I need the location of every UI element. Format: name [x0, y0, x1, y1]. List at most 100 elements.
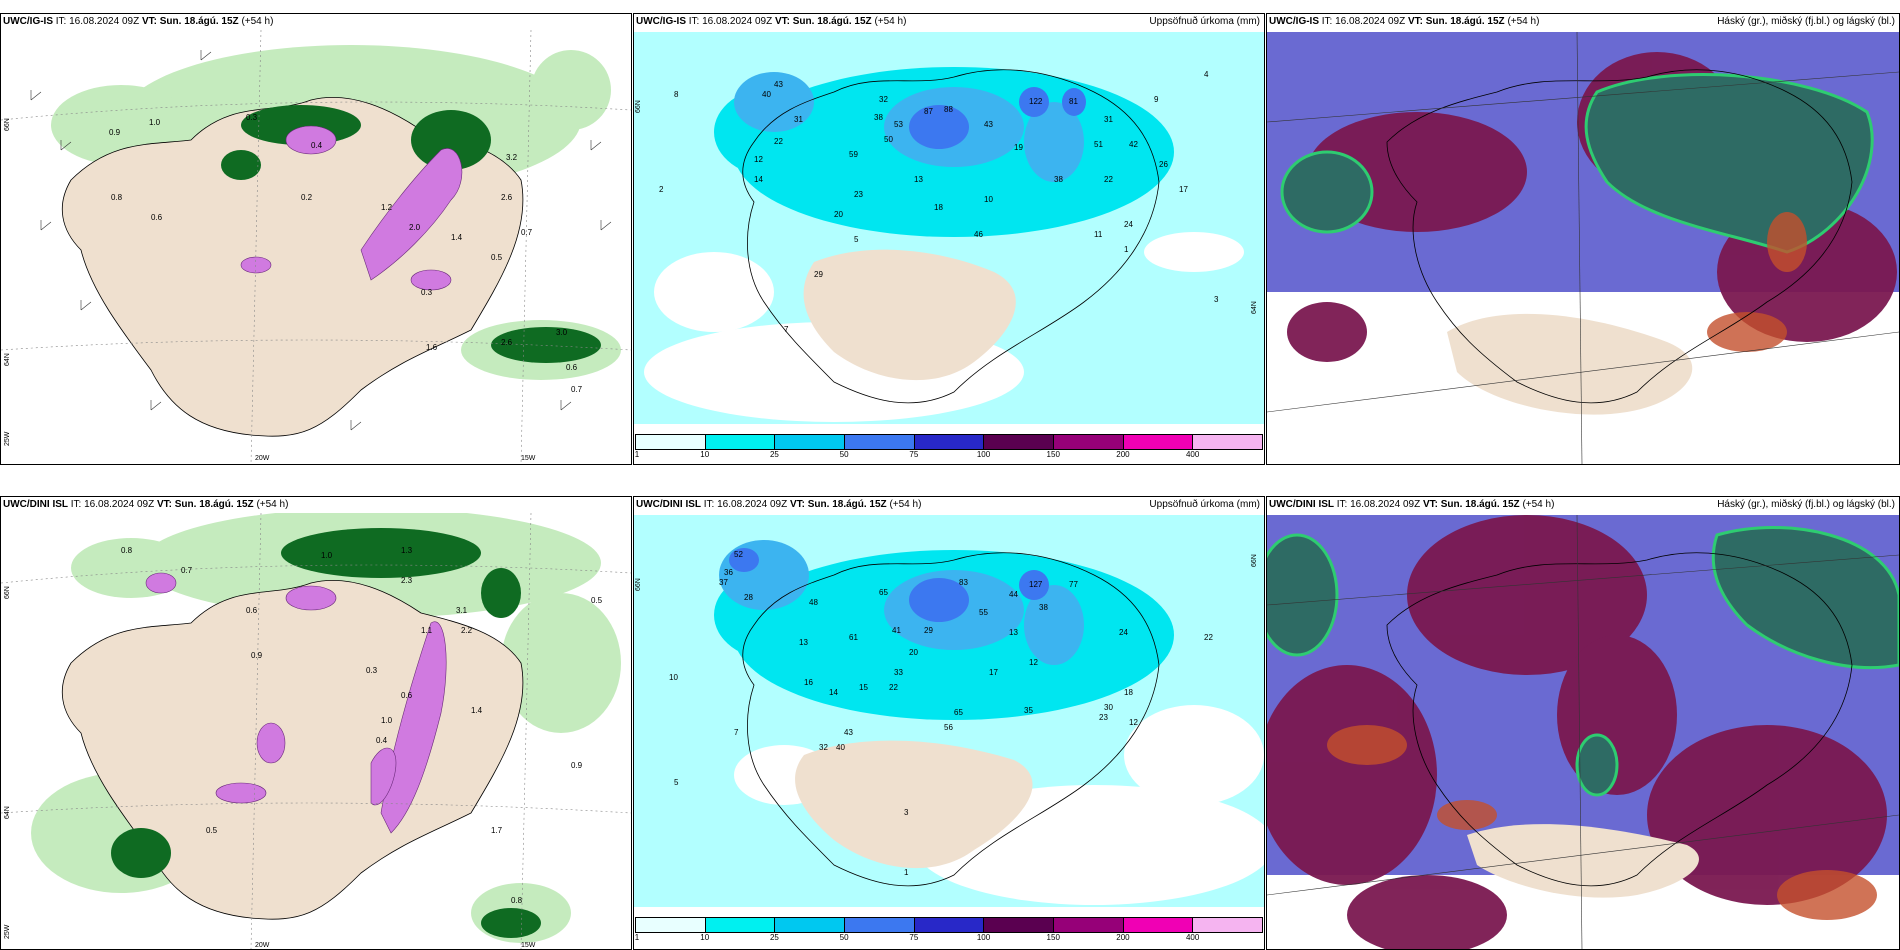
colorbar-swatch — [1054, 435, 1124, 449]
precip-label: 53 — [894, 120, 903, 129]
lat-label: 66N — [4, 118, 11, 131]
colorbar-swatch — [705, 918, 776, 932]
rain-label: 2.2 — [461, 626, 473, 635]
rain-label: 0.4 — [376, 736, 388, 745]
colorbar-swatch — [636, 918, 706, 932]
precip-label: 51 — [1094, 140, 1103, 149]
colorbar-swatch — [914, 435, 985, 449]
precip-label: 81 — [1069, 97, 1078, 106]
lat-label: 64N — [1251, 301, 1258, 314]
colorbar-swatch — [775, 918, 846, 932]
colorbar-tick: 25 — [769, 450, 779, 459]
colorbar-tick: 400 — [1185, 450, 1200, 459]
panel-rain-top: UWC/IG-IS IT: 16.08.2024 09Z VT: Sun. 18… — [0, 13, 632, 465]
precip-label: 23 — [854, 190, 863, 199]
precip-label: 38 — [1054, 175, 1063, 184]
precip-label: 19 — [1014, 143, 1023, 152]
precip-label: 37 — [719, 578, 728, 587]
cloud-map — [1267, 32, 1899, 464]
precip-label: 52 — [734, 550, 743, 559]
precip-label: 5 — [854, 235, 859, 244]
precip-label: 83 — [959, 578, 968, 587]
colorbar: 1 10 25 50 75 100 150 200 400 — [635, 434, 1263, 460]
precip-label: 22 — [1104, 175, 1113, 184]
rain-label: 1.4 — [451, 233, 463, 242]
precip-label: 20 — [909, 648, 918, 657]
precip-label: 17 — [989, 668, 998, 677]
lat-label: 66N — [635, 100, 642, 113]
rain-label: 2.6 — [501, 193, 513, 202]
rain-label: 0.5 — [491, 253, 503, 262]
precip-label: 43 — [774, 80, 783, 89]
lon-label: 25W — [4, 431, 11, 446]
panel-variable-title: Háský (gr.), miðský (fj.bl.) og lágský (… — [1717, 499, 1895, 510]
precip-label: 10 — [984, 195, 993, 204]
precip-label: 1 — [1124, 245, 1129, 254]
lon-label: 20W — [255, 455, 270, 462]
rain-label: 1.3 — [401, 546, 413, 555]
precip-label: 43 — [844, 728, 853, 737]
lat-label: 66N — [1251, 554, 1258, 567]
colorbar-tick: 75 — [909, 450, 919, 459]
panel-variable-title: Uppsöfnuð úrkoma (mm) — [1149, 499, 1260, 510]
precip-label: 13 — [799, 638, 808, 647]
precip-label: 23 — [1099, 713, 1108, 722]
precip-label: 16 — [804, 678, 813, 687]
precip-label: 13 — [1009, 628, 1018, 637]
lon-label: 15W — [521, 455, 536, 462]
precip-label: 127 — [1029, 580, 1043, 589]
precip-label: 55 — [979, 608, 988, 617]
rain-label: 3.1 — [456, 606, 468, 615]
rain-label: 1.0 — [321, 551, 333, 560]
precip-label: 40 — [762, 90, 771, 99]
precip-label: 31 — [794, 115, 803, 124]
panel-title: UWC/IG-IS IT: 16.08.2024 09Z VT: Sun. 18… — [1269, 16, 1540, 27]
rain-label: 1.1 — [421, 626, 433, 635]
precip-label: 41 — [892, 626, 901, 635]
panel-variable-title: Háský (gr.), miðský (fj.bl.) og lágský (… — [1717, 16, 1895, 27]
precip-label: 32 — [819, 743, 828, 752]
precip-label: 24 — [1124, 220, 1133, 229]
colorbar-swatches — [635, 434, 1263, 450]
precip-label: 18 — [1124, 688, 1133, 697]
colorbar-swatch — [1123, 918, 1194, 932]
lat-label: 64N — [4, 353, 11, 366]
colorbar-tick: 50 — [839, 933, 849, 942]
precip-label: 38 — [874, 113, 883, 122]
rain-label: 1.0 — [149, 118, 161, 127]
cloud-map-svg — [1267, 32, 1899, 464]
rain-label: 0.3 — [421, 288, 433, 297]
colorbar-tick: 75 — [909, 933, 919, 942]
panel-variable-title: Uppsöfnuð úrkoma (mm) — [1149, 16, 1260, 27]
panel-title: UWC/IG-IS IT: 16.08.2024 09Z VT: Sun. 18… — [3, 16, 274, 27]
colorbar-tick: 200 — [1116, 933, 1130, 942]
precip-label: 61 — [849, 633, 858, 642]
colorbar-tick: 1 — [634, 933, 640, 942]
panel-cloud-top: UWC/IG-IS IT: 16.08.2024 09Z VT: Sun. 18… — [1266, 13, 1900, 465]
precip-label: 13 — [914, 175, 923, 184]
panel-title: UWC/DINI ISL IT: 16.08.2024 09Z VT: Sun.… — [1269, 499, 1555, 510]
precip-label: 44 — [1009, 590, 1018, 599]
precip-label: 38 — [1039, 603, 1048, 612]
colorbar-swatch — [984, 918, 1055, 932]
colorbar-swatch — [914, 918, 985, 932]
rain-label: 1.6 — [426, 343, 438, 352]
precip-label: 22 — [889, 683, 898, 692]
rain-label: 0.7 — [521, 228, 533, 237]
precip-label: 43 — [984, 120, 993, 129]
colorbar-ticks: 1 10 25 50 75 100 150 200 400 — [635, 450, 1263, 460]
precip-label: 9 — [1154, 95, 1159, 104]
colorbar-tick: 200 — [1116, 450, 1130, 459]
colorbar-swatches — [635, 917, 1263, 933]
precip-label: 17 — [1179, 185, 1188, 194]
colorbar-tick: 1 — [634, 450, 640, 459]
rain-label: 2.6 — [501, 338, 513, 347]
precip-label: 87 — [924, 107, 933, 116]
precip-label: 59 — [849, 150, 858, 159]
rain-label: 0.3 — [246, 113, 258, 122]
precip-label: 35 — [1024, 706, 1033, 715]
rain-label: 1.2 — [381, 203, 393, 212]
precip-label: 48 — [809, 598, 818, 607]
panel-precip-top: UWC/IG-IS IT: 16.08.2024 09Z VT: Sun. 18… — [633, 13, 1265, 465]
colorbar-tick: 10 — [700, 933, 710, 942]
